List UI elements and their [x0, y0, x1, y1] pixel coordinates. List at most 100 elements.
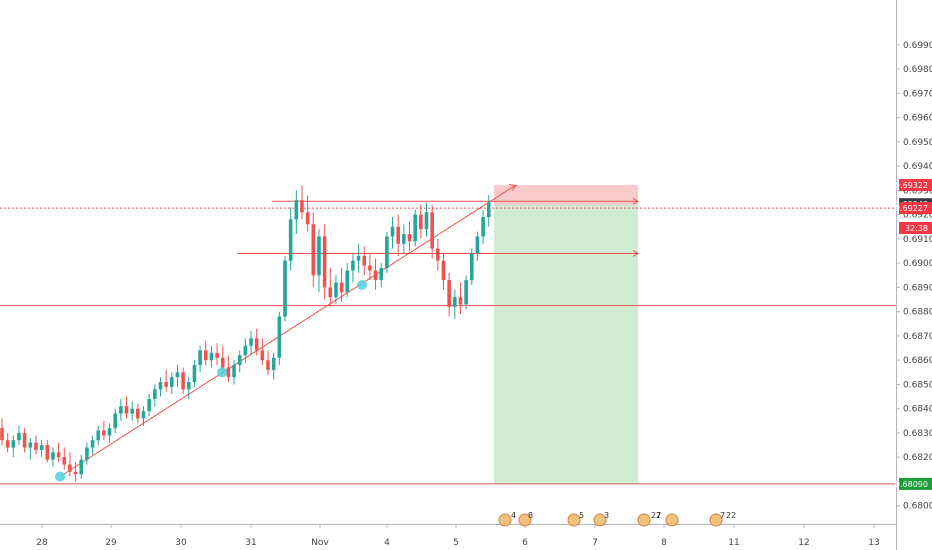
- candle-body[interactable]: [458, 297, 463, 305]
- candle-body[interactable]: [170, 377, 174, 387]
- candle-body[interactable]: [220, 357, 225, 368]
- candle-body[interactable]: [300, 200, 304, 213]
- take-profit-zone[interactable]: [494, 204, 638, 484]
- candle-body[interactable]: [62, 457, 67, 465]
- candle-body[interactable]: [39, 445, 44, 450]
- event-flag-icon[interactable]: [665, 513, 679, 527]
- candle-body[interactable]: [368, 265, 372, 271]
- candle-body[interactable]: [447, 280, 451, 307]
- candle-body[interactable]: [475, 236, 480, 254]
- candle-body[interactable]: [254, 338, 259, 351]
- candle-body[interactable]: [288, 219, 293, 261]
- candle-body[interactable]: [373, 270, 378, 281]
- event-flag-icon[interactable]: [567, 513, 581, 527]
- candle-body[interactable]: [345, 270, 350, 293]
- candle-body[interactable]: [51, 452, 55, 460]
- candle-body[interactable]: [175, 372, 180, 378]
- candle-body[interactable]: [311, 224, 316, 276]
- candle-body[interactable]: [153, 389, 157, 399]
- candle-body[interactable]: [441, 260, 446, 281]
- candle-body[interactable]: [486, 202, 491, 218]
- candle-body[interactable]: [107, 428, 112, 436]
- candle-body[interactable]: [419, 214, 423, 230]
- candle-body[interactable]: [362, 255, 367, 266]
- event-flag-icon[interactable]: [709, 513, 723, 527]
- candle-body[interactable]: [28, 442, 33, 448]
- candle-body[interactable]: [226, 367, 231, 378]
- candle-body[interactable]: [334, 282, 338, 298]
- event-flag-icon[interactable]: [593, 513, 607, 527]
- candle-body[interactable]: [186, 382, 191, 390]
- candle-body[interactable]: [203, 350, 208, 361]
- candle-body[interactable]: [396, 226, 400, 244]
- candle-body[interactable]: [141, 411, 146, 419]
- candle-body[interactable]: [147, 398, 151, 412]
- candle-body[interactable]: [198, 350, 202, 366]
- event-flag-icon[interactable]: [637, 513, 651, 527]
- candle-body[interactable]: [294, 200, 299, 220]
- candle-body[interactable]: [379, 268, 384, 281]
- candle-body[interactable]: [481, 217, 485, 237]
- event-flag-icon[interactable]: [518, 513, 532, 527]
- stop-loss-zone[interactable]: [494, 185, 638, 205]
- candle-body[interactable]: [102, 430, 106, 436]
- candle-body[interactable]: [243, 345, 248, 356]
- candle-body[interactable]: [424, 212, 429, 230]
- pivot-marker[interactable]: [55, 471, 65, 482]
- candle-body[interactable]: [73, 471, 78, 475]
- candle-body[interactable]: [430, 212, 434, 249]
- candle-body[interactable]: [96, 430, 101, 441]
- candle-body[interactable]: [85, 447, 89, 460]
- candle-body[interactable]: [277, 316, 282, 358]
- candle-body[interactable]: [45, 445, 50, 460]
- candle-body[interactable]: [249, 338, 253, 346]
- candle-body[interactable]: [266, 360, 270, 370]
- candle-body[interactable]: [351, 260, 355, 271]
- candle-body[interactable]: [232, 365, 236, 378]
- candle-body[interactable]: [164, 382, 168, 387]
- candle-body[interactable]: [385, 236, 389, 268]
- candle-body[interactable]: [113, 413, 117, 429]
- candle-body[interactable]: [322, 236, 327, 288]
- candle-body[interactable]: [215, 352, 219, 358]
- candle-body[interactable]: [453, 297, 457, 307]
- event-flag-icon[interactable]: [498, 513, 512, 527]
- candle-body[interactable]: [0, 428, 4, 441]
- candle-body[interactable]: [271, 357, 276, 370]
- candle-body[interactable]: [436, 248, 440, 261]
- candle-body[interactable]: [136, 408, 140, 419]
- candle-body[interactable]: [68, 464, 72, 472]
- pivot-marker[interactable]: [217, 367, 227, 378]
- candle-body[interactable]: [124, 406, 129, 414]
- candle-body[interactable]: [390, 226, 395, 237]
- candle-body[interactable]: [34, 442, 38, 450]
- candle-body[interactable]: [11, 440, 16, 448]
- candle-body[interactable]: [305, 212, 310, 225]
- candle-body[interactable]: [209, 352, 214, 361]
- candle-body[interactable]: [237, 355, 242, 366]
- candle-body[interactable]: [464, 280, 468, 305]
- candle-body[interactable]: [22, 432, 27, 448]
- candle-body[interactable]: [119, 406, 123, 414]
- candle-body[interactable]: [158, 382, 163, 390]
- uptrend-line[interactable]: [59, 185, 516, 478]
- candle-body[interactable]: [356, 255, 361, 261]
- candle-body[interactable]: [90, 440, 95, 448]
- candle-body[interactable]: [317, 236, 321, 276]
- candle-body[interactable]: [328, 287, 333, 298]
- candle-body[interactable]: [413, 214, 417, 242]
- candle-body[interactable]: [407, 234, 412, 242]
- candle-body[interactable]: [339, 282, 344, 293]
- candle-body[interactable]: [17, 432, 21, 441]
- candle-body[interactable]: [130, 408, 134, 414]
- pivot-marker[interactable]: [357, 279, 367, 290]
- candle-body[interactable]: [469, 253, 474, 281]
- candle-body[interactable]: [192, 365, 197, 383]
- candle-body[interactable]: [402, 234, 406, 244]
- candle-body[interactable]: [56, 452, 61, 458]
- candle-body[interactable]: [5, 440, 10, 448]
- candle-body[interactable]: [79, 459, 84, 475]
- plot-area[interactable]: [0, 0, 896, 524]
- candle-body[interactable]: [260, 350, 265, 361]
